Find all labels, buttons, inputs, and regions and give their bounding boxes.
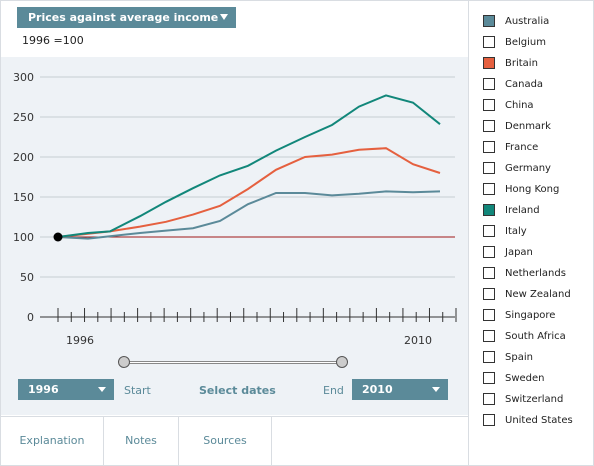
legend-label: Germany: [505, 162, 551, 174]
checkbox-china[interactable]: [483, 99, 495, 111]
chart-panel: Prices against average income 1996 =100 …: [1, 7, 468, 466]
legend-item-singapore[interactable]: Singapore: [483, 308, 555, 322]
legend-item-new-zealand[interactable]: New Zealand: [483, 287, 571, 301]
legend-item-germany[interactable]: Germany: [483, 161, 551, 175]
date-slider-track[interactable]: [124, 361, 342, 364]
checkbox-sweden[interactable]: [483, 372, 495, 384]
legend-label: Sweden: [505, 372, 545, 384]
legend-item-hong-kong[interactable]: Hong Kong: [483, 182, 559, 196]
legend-item-belgium[interactable]: Belgium: [483, 35, 546, 49]
legend-label: Japan: [505, 246, 533, 258]
y-tick-label: 0: [27, 311, 34, 324]
legend-item-sweden[interactable]: Sweden: [483, 371, 545, 385]
legend-item-ireland[interactable]: Ireland: [483, 203, 540, 217]
checkbox-new-zealand[interactable]: [483, 288, 495, 300]
legend-label: New Zealand: [505, 288, 571, 300]
chevron-down-icon: [432, 387, 440, 392]
checkbox-united-states[interactable]: [483, 414, 495, 426]
end-year-select[interactable]: 2010: [352, 379, 448, 400]
start-slider-handle[interactable]: [118, 356, 130, 368]
index-subtitle: 1996 =100: [22, 34, 84, 47]
series-line-britain: [57, 147, 441, 238]
checkbox-canada[interactable]: [483, 78, 495, 90]
legend-label: Netherlands: [505, 267, 566, 279]
checkbox-australia[interactable]: [483, 15, 495, 27]
legend-label: Australia: [505, 15, 550, 27]
line-chart: 0 50 100 150 200 250 300 1996 2010: [13, 71, 457, 347]
checkbox-ireland[interactable]: [483, 204, 495, 216]
y-tick-label: 250: [13, 111, 34, 124]
x-tick-label: 1996: [66, 334, 94, 347]
start-point-marker: [53, 232, 63, 242]
checkbox-belgium[interactable]: [483, 36, 495, 48]
tab-notes[interactable]: Notes: [104, 417, 179, 466]
checkbox-singapore[interactable]: [483, 309, 495, 321]
legend-label: China: [505, 99, 534, 111]
legend-label: Italy: [505, 225, 527, 237]
y-tick-label: 200: [13, 151, 34, 164]
end-year-value: 2010: [362, 383, 393, 396]
measure-dropdown[interactable]: Prices against average income: [17, 7, 236, 28]
chevron-down-icon: [98, 387, 106, 392]
legend-label: Britain: [505, 57, 538, 69]
legend-item-denmark[interactable]: Denmark: [483, 119, 551, 133]
y-tick-label: 150: [13, 191, 34, 204]
checkbox-denmark[interactable]: [483, 120, 495, 132]
checkbox-britain[interactable]: [483, 57, 495, 69]
y-tick-label: 300: [13, 71, 34, 84]
legend-item-japan[interactable]: Japan: [483, 245, 533, 259]
legend-item-south-africa[interactable]: South Africa: [483, 329, 566, 343]
legend-label: Belgium: [505, 36, 546, 48]
legend-label: South Africa: [505, 330, 566, 342]
start-year-select[interactable]: 1996: [18, 379, 114, 400]
legend-item-britain[interactable]: Britain: [483, 56, 538, 70]
legend-label: Hong Kong: [505, 183, 560, 195]
checkbox-switzerland[interactable]: [483, 393, 495, 405]
checkbox-france[interactable]: [483, 141, 495, 153]
legend-item-france[interactable]: France: [483, 140, 538, 154]
legend-item-netherlands[interactable]: Netherlands: [483, 266, 566, 280]
checkbox-south-africa[interactable]: [483, 330, 495, 342]
measure-dropdown-label: Prices against average income: [28, 11, 219, 24]
country-legend: Australia Belgium Britain Canada China Denmar…: [468, 1, 593, 465]
tab-sources[interactable]: Sources: [179, 417, 272, 466]
legend-item-italy[interactable]: Italy: [483, 224, 527, 238]
legend-label: United States: [505, 414, 573, 426]
legend-label: Spain: [505, 351, 533, 363]
checkbox-italy[interactable]: [483, 225, 495, 237]
tab-bar: Explanation Notes Sources: [1, 416, 468, 466]
legend-item-australia[interactable]: Australia: [483, 14, 549, 28]
legend-item-china[interactable]: China: [483, 98, 534, 112]
start-year-value: 1996: [28, 383, 59, 396]
y-tick-label: 50: [20, 271, 34, 284]
legend-item-united-states[interactable]: United States: [483, 413, 573, 427]
start-label: Start: [124, 384, 151, 397]
select-dates-label: Select dates: [199, 384, 276, 397]
series-line-ireland: [57, 94, 441, 238]
end-label: End: [323, 384, 344, 397]
legend-label: Singapore: [505, 309, 556, 321]
y-tick-label: 100: [13, 231, 34, 244]
x-tick-label: 2010: [404, 334, 432, 347]
legend-label: Ireland: [505, 204, 540, 216]
tab-explanation[interactable]: Explanation: [1, 417, 104, 466]
chevron-down-icon: [220, 14, 228, 20]
legend-label: Canada: [505, 78, 544, 90]
legend-item-canada[interactable]: Canada: [483, 77, 543, 91]
checkbox-germany[interactable]: [483, 162, 495, 174]
series-line-australia: [57, 190, 441, 240]
checkbox-netherlands[interactable]: [483, 267, 495, 279]
legend-item-spain[interactable]: Spain: [483, 350, 533, 364]
legend-label: Denmark: [505, 120, 551, 132]
legend-item-switzerland[interactable]: Switzerland: [483, 392, 563, 406]
end-slider-handle[interactable]: [336, 356, 348, 368]
legend-label: France: [505, 141, 539, 153]
legend-label: Switzerland: [505, 393, 564, 405]
checkbox-hong-kong[interactable]: [483, 183, 495, 195]
checkbox-spain[interactable]: [483, 351, 495, 363]
checkbox-japan[interactable]: [483, 246, 495, 258]
